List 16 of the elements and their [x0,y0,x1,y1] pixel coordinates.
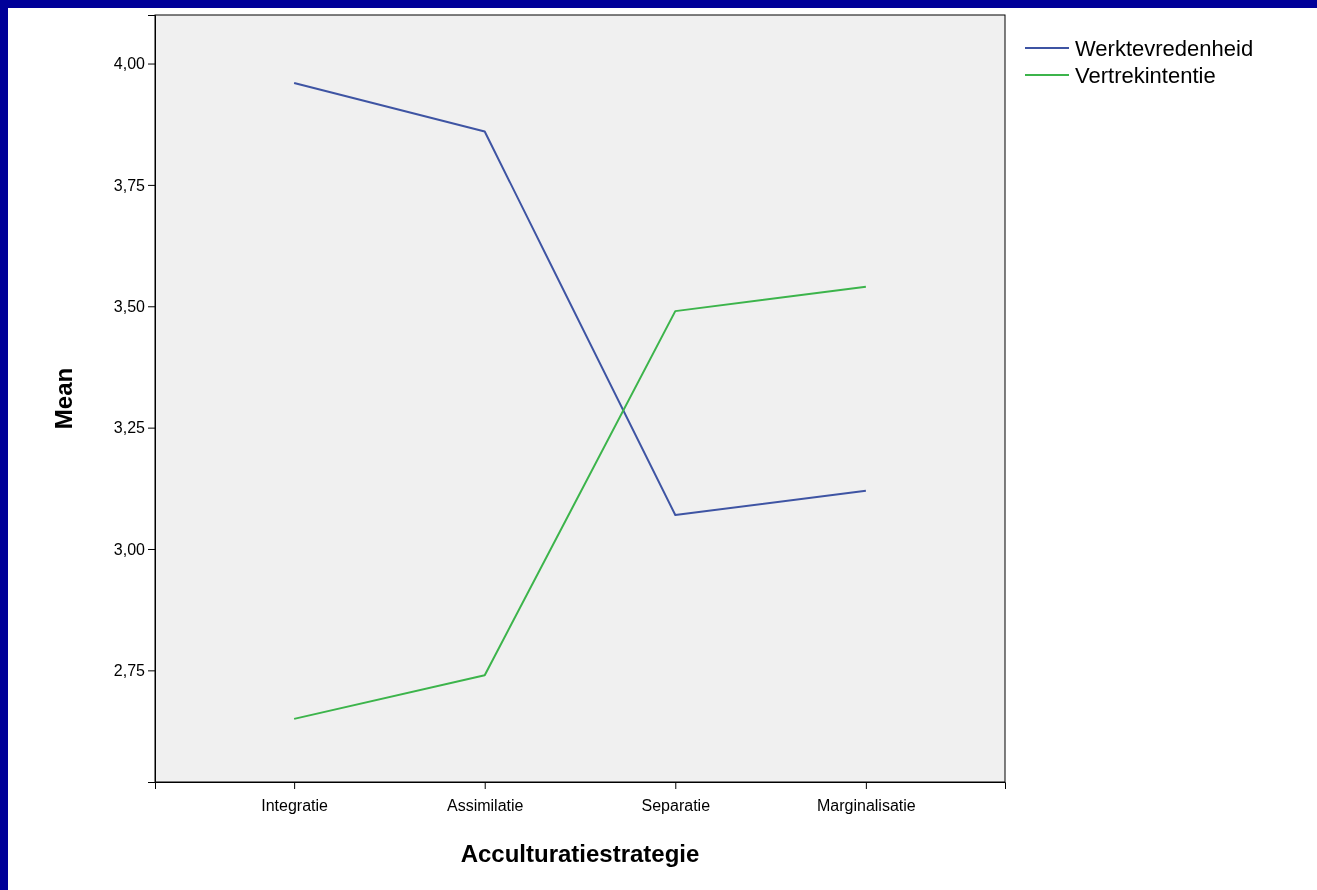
y-tick-label: 4,00 [113,55,146,73]
x-tick-label: Separatie [641,797,711,815]
x-tick-label: Integratie [261,797,329,815]
y-axis-title: Mean [50,367,77,430]
x-axis-title: Acculturatiestrategie [460,840,700,867]
y-tick-label: 3,75 [113,176,146,194]
line-series [293,285,867,720]
line-series [293,81,867,517]
y-tick-label: 3,00 [113,540,146,558]
y-tick-label: 2,75 [113,661,146,679]
y-tick-label: 3,50 [113,297,146,315]
y-tick-label: 3,25 [113,419,146,437]
legend-label: Werktevredenheid [1075,36,1254,61]
x-tick-label: Assimilatie [446,797,524,815]
legend-label: Vertrekintentie [1075,63,1216,88]
x-tick-label: Marginalisatie [817,797,916,815]
